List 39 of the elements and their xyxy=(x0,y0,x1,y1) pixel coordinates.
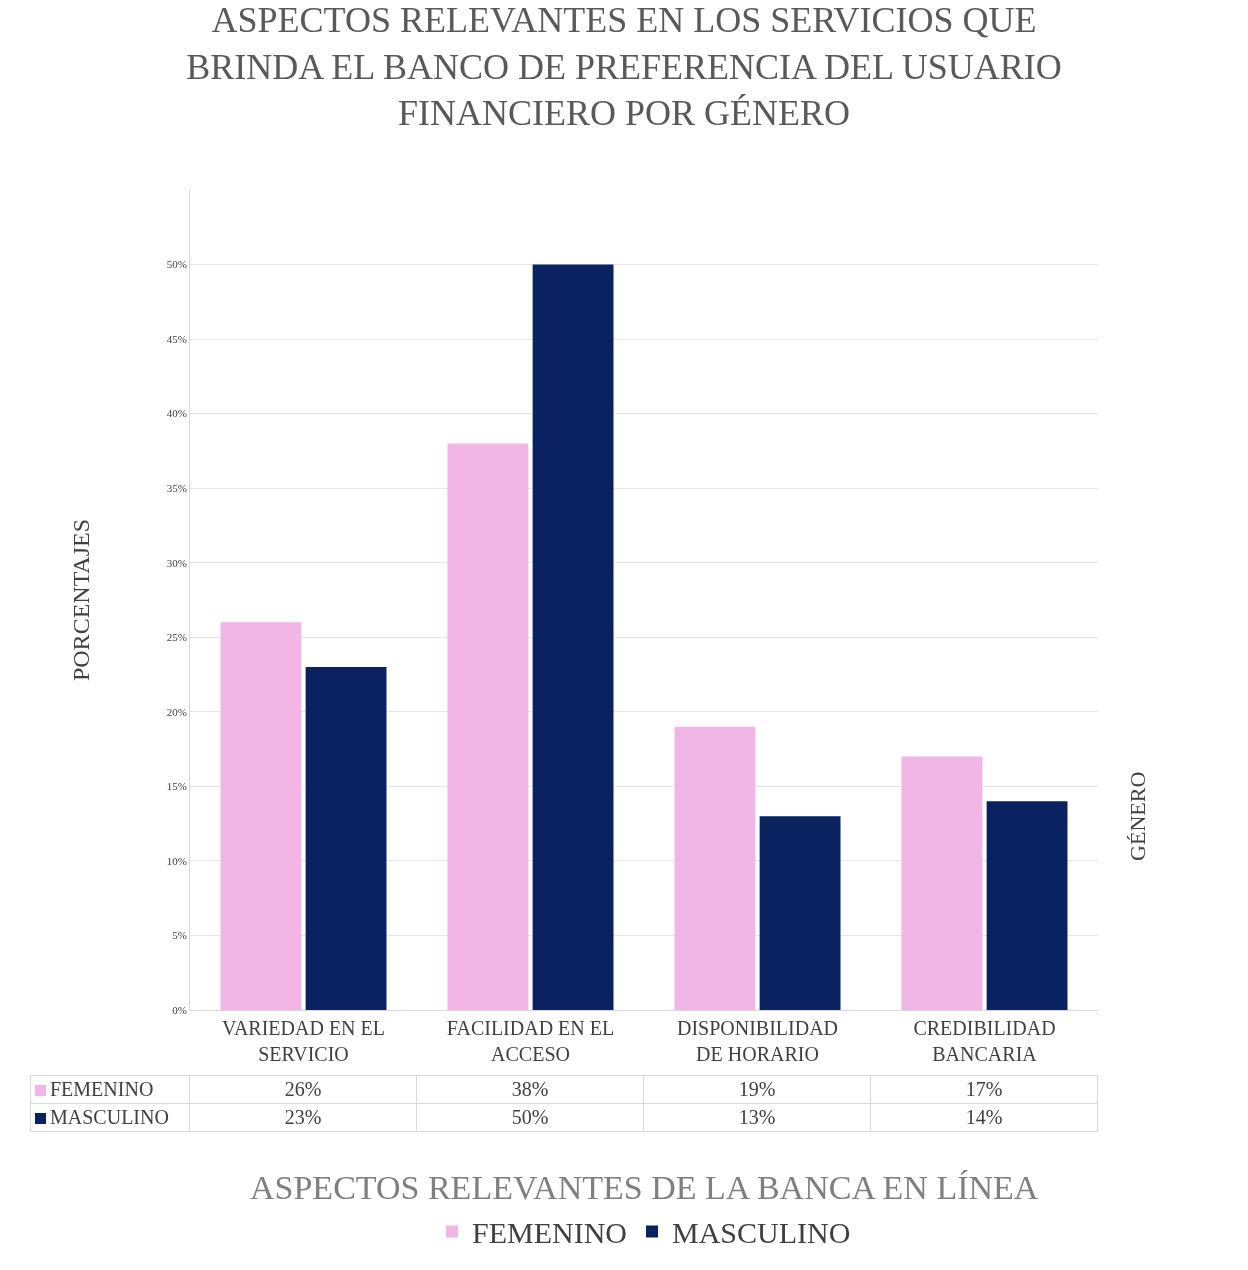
bar xyxy=(532,264,614,1010)
bar xyxy=(220,622,302,1010)
y-tick-label: 20% xyxy=(166,705,187,718)
y-tick-label: 10% xyxy=(166,854,187,867)
data-label: 19% xyxy=(643,1075,871,1104)
legend-label: MASCULINO xyxy=(30,1103,190,1132)
y-tick-label: 45% xyxy=(166,332,187,345)
data-label: 50% xyxy=(416,1103,644,1132)
y-tick-label: 35% xyxy=(166,482,187,495)
bar xyxy=(305,667,387,1010)
legend-label: FEMENINO xyxy=(30,1075,190,1104)
data-label: 23% xyxy=(189,1103,417,1132)
y-tick-label: 50% xyxy=(166,258,187,271)
bar xyxy=(986,801,1068,1010)
bar xyxy=(901,756,983,1010)
x-tick-label: FACILIDAD EN EL ACCESO xyxy=(446,1017,615,1065)
data-label: 14% xyxy=(870,1103,1098,1132)
x-tick-label: CREDIBILIDAD BANCARIA xyxy=(913,1017,1056,1065)
text: FEMENINO xyxy=(472,1216,627,1250)
x-axis-title: ASPECTOS RELEVANTES DE LA BANCA EN LÍNEA xyxy=(250,1169,1039,1206)
x-tick-label: DISPONIBILIDAD DE HORARIO xyxy=(676,1017,839,1065)
y-axis-title: PORCENTAJES xyxy=(67,518,94,682)
y-tick-label: 40% xyxy=(166,407,187,420)
chart-title: ASPECTOS RELEVANTES EN LOS SERVICIOS QUE BRINDA EL BANCO DE PREFERENCIA DEL USUARIO FINANCIERO POR GÉNERO xyxy=(186,0,1062,134)
y-tick-label: 25% xyxy=(166,631,187,644)
data-label: 26% xyxy=(189,1075,417,1104)
bar xyxy=(447,443,529,1010)
data-label: 38% xyxy=(416,1075,644,1104)
y-tick-label: 5% xyxy=(172,929,187,942)
text: MASCULINO xyxy=(672,1216,851,1250)
bar xyxy=(674,726,756,1010)
y-tick-label: 30% xyxy=(166,556,187,569)
bar xyxy=(759,816,841,1010)
y-tick-label: 0% xyxy=(172,1003,187,1016)
y-tick-label: 15% xyxy=(166,780,187,793)
data-label: 17% xyxy=(870,1075,1098,1104)
data-label: 13% xyxy=(643,1103,871,1132)
text: GÉNERO xyxy=(1125,771,1151,861)
x-tick-label: VARIEDAD EN EL SERVICIO xyxy=(222,1017,385,1065)
